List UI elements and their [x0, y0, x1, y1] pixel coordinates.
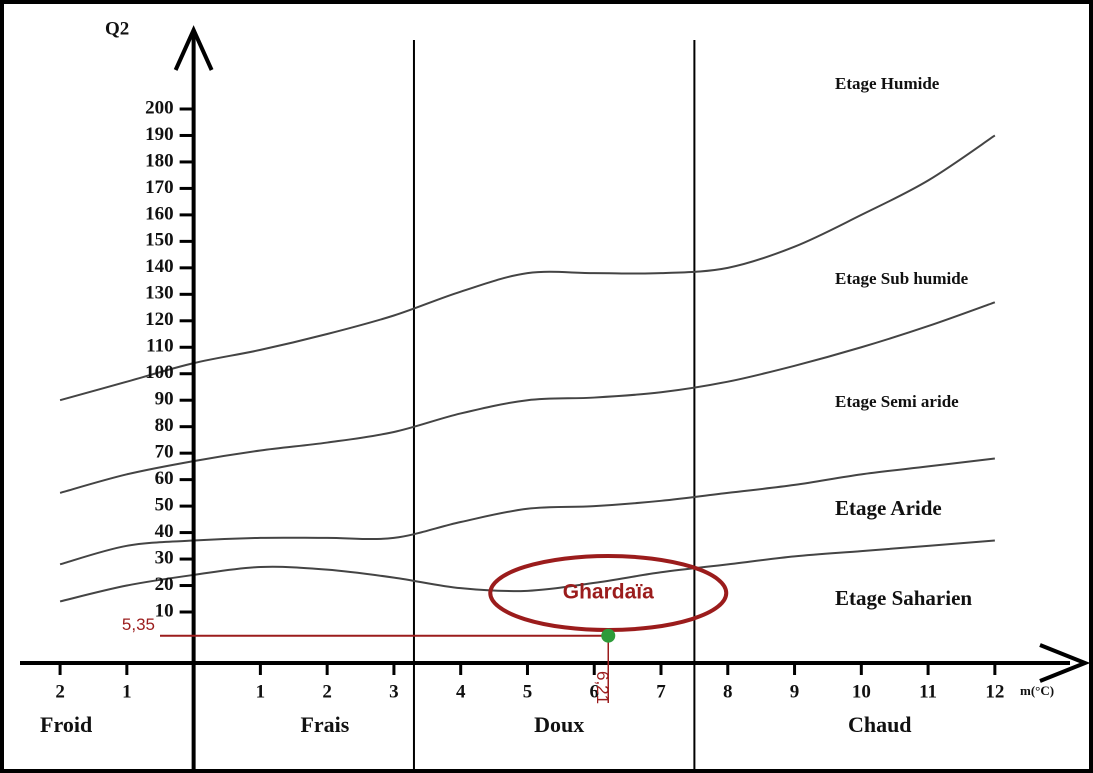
y-tick-label: 40 — [155, 521, 174, 542]
x-tick-label: 11 — [919, 681, 937, 702]
etage-label: Etage Saharien — [835, 586, 972, 610]
etage-label: Etage Humide — [835, 74, 940, 93]
y-tick-label: 140 — [145, 256, 174, 277]
x-tick-label: 8 — [723, 681, 733, 702]
y-tick-label: 170 — [145, 177, 174, 198]
y-tick-label: 120 — [145, 309, 174, 330]
y-tick-label: 70 — [155, 442, 174, 463]
point-name: Ghardaïa — [563, 581, 654, 604]
y-tick-label: 160 — [145, 203, 174, 224]
boundary-curve — [59, 539, 995, 603]
x-tick-label: 4 — [456, 681, 466, 702]
x-tick-label: 3 — [389, 681, 399, 702]
y-tick-label: 80 — [155, 415, 174, 436]
etage-label: Etage Aride — [835, 496, 942, 520]
y-tick-label: 60 — [155, 468, 174, 489]
y-tick-label: 200 — [145, 97, 174, 118]
y-axis-label: Q2 — [105, 18, 129, 39]
y-tick-label: 110 — [146, 336, 173, 357]
y-tick-label: 150 — [145, 230, 174, 251]
data-point — [601, 628, 616, 643]
x-tick-label: 7 — [656, 681, 666, 702]
y-tick-label: 10 — [155, 600, 174, 621]
x-tick-label: 2 — [322, 681, 332, 702]
y-tick-label: 30 — [155, 547, 174, 568]
x-tick-label: 1 — [256, 681, 266, 702]
boundary-curve — [59, 457, 995, 566]
x-axis-arrow — [1039, 643, 1091, 683]
x-tick-label: 1 — [122, 681, 132, 702]
zone-label: Doux — [534, 712, 584, 737]
y-tick-label: 190 — [145, 124, 174, 145]
y-tick-label: 20 — [155, 574, 174, 595]
y-axis-arrow — [173, 25, 214, 71]
point-y-label: 5,35 — [122, 615, 155, 634]
y-tick-label: 50 — [155, 494, 174, 515]
y-tick-label: 100 — [145, 362, 174, 383]
etage-label: Etage Semi aride — [835, 392, 959, 411]
y-tick-label: 130 — [145, 283, 174, 304]
etage-label: Etage Sub humide — [835, 269, 969, 288]
x-axis-label: m(°C) — [1020, 683, 1054, 698]
y-tick-label: 90 — [155, 389, 174, 410]
zone-label: Frais — [300, 712, 349, 737]
x-tick-label: 12 — [985, 681, 1004, 702]
point-x-label: 6,21 — [593, 671, 612, 704]
boundary-curve — [59, 134, 996, 402]
zone-label: Chaud — [848, 712, 912, 737]
x-tick-label: 5 — [523, 681, 533, 702]
boundary-curve — [59, 301, 996, 494]
x-tick-label: 10 — [852, 681, 871, 702]
x-tick-label: 6 — [589, 681, 599, 702]
x-tick-label: 2 — [55, 681, 65, 702]
x-tick-label: 9 — [790, 681, 800, 702]
zone-label: Froid — [40, 712, 92, 737]
y-tick-label: 180 — [145, 150, 174, 171]
